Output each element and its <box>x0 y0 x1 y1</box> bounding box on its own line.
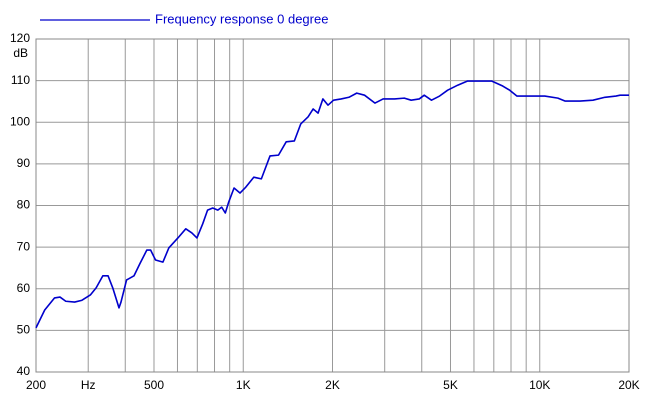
y-tick-label: 40 <box>17 364 31 378</box>
x-tick-label: 10K <box>529 378 550 392</box>
y-tick-label: 110 <box>11 73 30 87</box>
x-tick-label: 5K <box>443 378 458 392</box>
y-tick-label: 100 <box>10 114 30 128</box>
y-tick-label: 90 <box>17 156 31 170</box>
y-tick-label: 70 <box>17 239 31 253</box>
y-axis-label: dB <box>13 46 28 60</box>
x-tick-label: 2K <box>325 378 340 392</box>
x-tick-label: 1K <box>236 378 251 392</box>
y-tick-label: 120 <box>10 31 30 45</box>
x-tick-label: 200 <box>26 378 46 392</box>
x-tick-label: 20K <box>618 378 639 392</box>
plot-frame <box>35 38 630 373</box>
legend-label: Frequency response 0 degree <box>155 11 328 26</box>
y-tick-label: 80 <box>17 198 31 212</box>
y-tick-label: 60 <box>17 281 31 295</box>
x-tick-label: 500 <box>144 378 164 392</box>
response-line <box>35 80 629 329</box>
x-tick-label: Hz <box>81 378 96 392</box>
y-tick-label: 50 <box>17 323 31 337</box>
